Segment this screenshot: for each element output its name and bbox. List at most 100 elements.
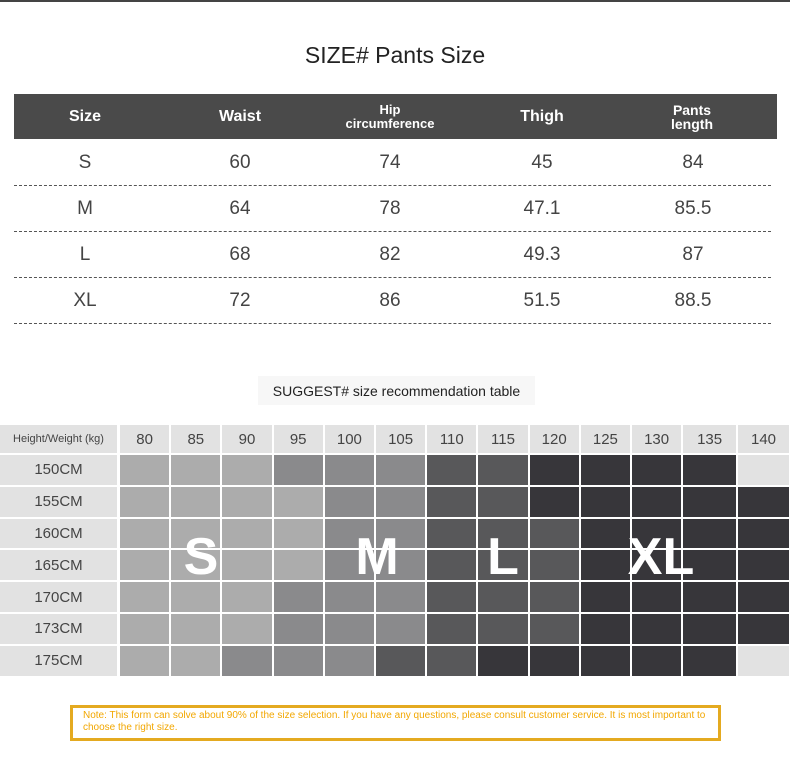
recommendation-grid: Height/Weight (kg) 80 85 90 95 100 105 110 115 12…	[0, 425, 790, 678]
top-border	[0, 0, 790, 2]
size-cell	[376, 582, 426, 612]
size-cell	[529, 645, 579, 676]
size-table-row: M 64 78 47.1 85.5	[14, 186, 771, 232]
size-cell	[273, 455, 323, 485]
size-cell	[324, 455, 374, 485]
size-cell	[683, 550, 736, 581]
size-table-cell: 47.1	[523, 197, 561, 219]
size-cell	[580, 455, 630, 485]
corner-label: Height/Weight (kg)	[0, 425, 117, 453]
size-cell	[376, 645, 426, 676]
size-cell	[376, 486, 426, 517]
header-pants-length: Pants length	[622, 94, 762, 139]
size-cell	[738, 614, 789, 644]
size-table-header: Size Waist Hip circumference Thigh Pants l…	[14, 94, 777, 139]
weight-header: 95	[273, 425, 323, 453]
size-cell	[171, 550, 221, 581]
size-cell	[738, 550, 789, 581]
size-cell	[324, 486, 374, 517]
size-cell	[478, 550, 528, 581]
page-title: SIZE# Pants Size	[304, 42, 486, 68]
weight-header: 90	[222, 425, 272, 453]
size-cell	[478, 645, 528, 676]
size-cell	[529, 455, 579, 485]
size-cell	[171, 614, 221, 644]
size-cell	[171, 518, 221, 549]
weight-header: 135	[683, 425, 736, 453]
size-cell	[632, 550, 682, 581]
size-table-cell: 49.3	[523, 243, 561, 265]
zone-label: L	[487, 528, 519, 586]
size-cell	[738, 455, 789, 485]
size-cell	[580, 645, 630, 676]
size-table-cell: XL	[73, 289, 97, 311]
size-cell	[683, 455, 736, 485]
size-cell	[324, 645, 374, 676]
size-cell	[738, 518, 789, 549]
size-cell	[376, 614, 426, 644]
header-hip-text: Hip circumference	[345, 102, 435, 131]
size-cell	[478, 518, 528, 549]
header-pants-line1: Pants	[672, 101, 712, 118]
size-table-cell: 86	[379, 289, 401, 311]
size-table-cell: 82	[379, 243, 401, 265]
size-cell	[632, 645, 682, 676]
size-cell	[222, 518, 272, 549]
size-cell	[171, 582, 221, 612]
size-cell	[376, 550, 426, 581]
size-cell	[273, 614, 323, 644]
header-hip-line2: circumference	[345, 115, 435, 131]
size-cell	[222, 645, 272, 676]
size-cell	[427, 550, 477, 581]
header-waist: Waist	[218, 107, 262, 125]
header-pants-line2: length	[671, 115, 713, 132]
size-cell	[324, 550, 374, 581]
height-label: 150CM	[0, 455, 117, 485]
height-label: 175CM	[0, 645, 117, 676]
size-table-cell: 87	[682, 243, 704, 265]
size-cell	[120, 518, 170, 549]
weight-header: 120	[529, 425, 579, 453]
size-cell	[324, 614, 374, 644]
suggest-title: SUGGEST# size recommendation table	[258, 376, 535, 405]
size-cell	[632, 614, 682, 644]
header-size: Size	[68, 107, 101, 125]
weight-header: 125	[580, 425, 630, 453]
size-cell	[580, 614, 630, 644]
size-cell	[376, 518, 426, 549]
size-cell	[324, 518, 374, 549]
size-table-cell: 84	[682, 151, 704, 173]
size-table-cell: L	[79, 243, 91, 265]
size-table-cell: 51.5	[523, 289, 561, 311]
weight-header: 110	[427, 425, 477, 453]
size-table-row: L 68 82 49.3 87	[14, 232, 771, 278]
size-table-cell: 68	[229, 243, 251, 265]
zone-label: S	[183, 528, 219, 586]
size-cell	[478, 486, 528, 517]
size-cell	[580, 518, 630, 549]
weight-header: 85	[171, 425, 221, 453]
size-cell	[171, 645, 221, 676]
weight-header: 105	[376, 425, 426, 453]
size-table-cell: 64	[229, 197, 251, 219]
header-thigh: Thigh	[520, 107, 564, 125]
size-cell	[529, 582, 579, 612]
note-box: Note: This form can solve about 90% of t…	[70, 705, 721, 741]
size-cell	[273, 550, 323, 581]
size-cell	[427, 645, 477, 676]
size-cell	[120, 645, 170, 676]
size-cell	[683, 518, 736, 549]
size-cell	[427, 614, 477, 644]
size-cell	[529, 614, 579, 644]
size-cell	[683, 486, 736, 517]
size-cell	[273, 645, 323, 676]
size-cell	[529, 518, 579, 549]
size-table-cell: 45	[531, 151, 553, 173]
size-cell	[427, 455, 477, 485]
size-table-cell: 60	[229, 151, 251, 173]
size-cell	[273, 518, 323, 549]
size-cell	[222, 455, 272, 485]
size-table-cell: 78	[379, 197, 401, 219]
size-cell	[273, 582, 323, 612]
size-cell	[683, 614, 736, 644]
